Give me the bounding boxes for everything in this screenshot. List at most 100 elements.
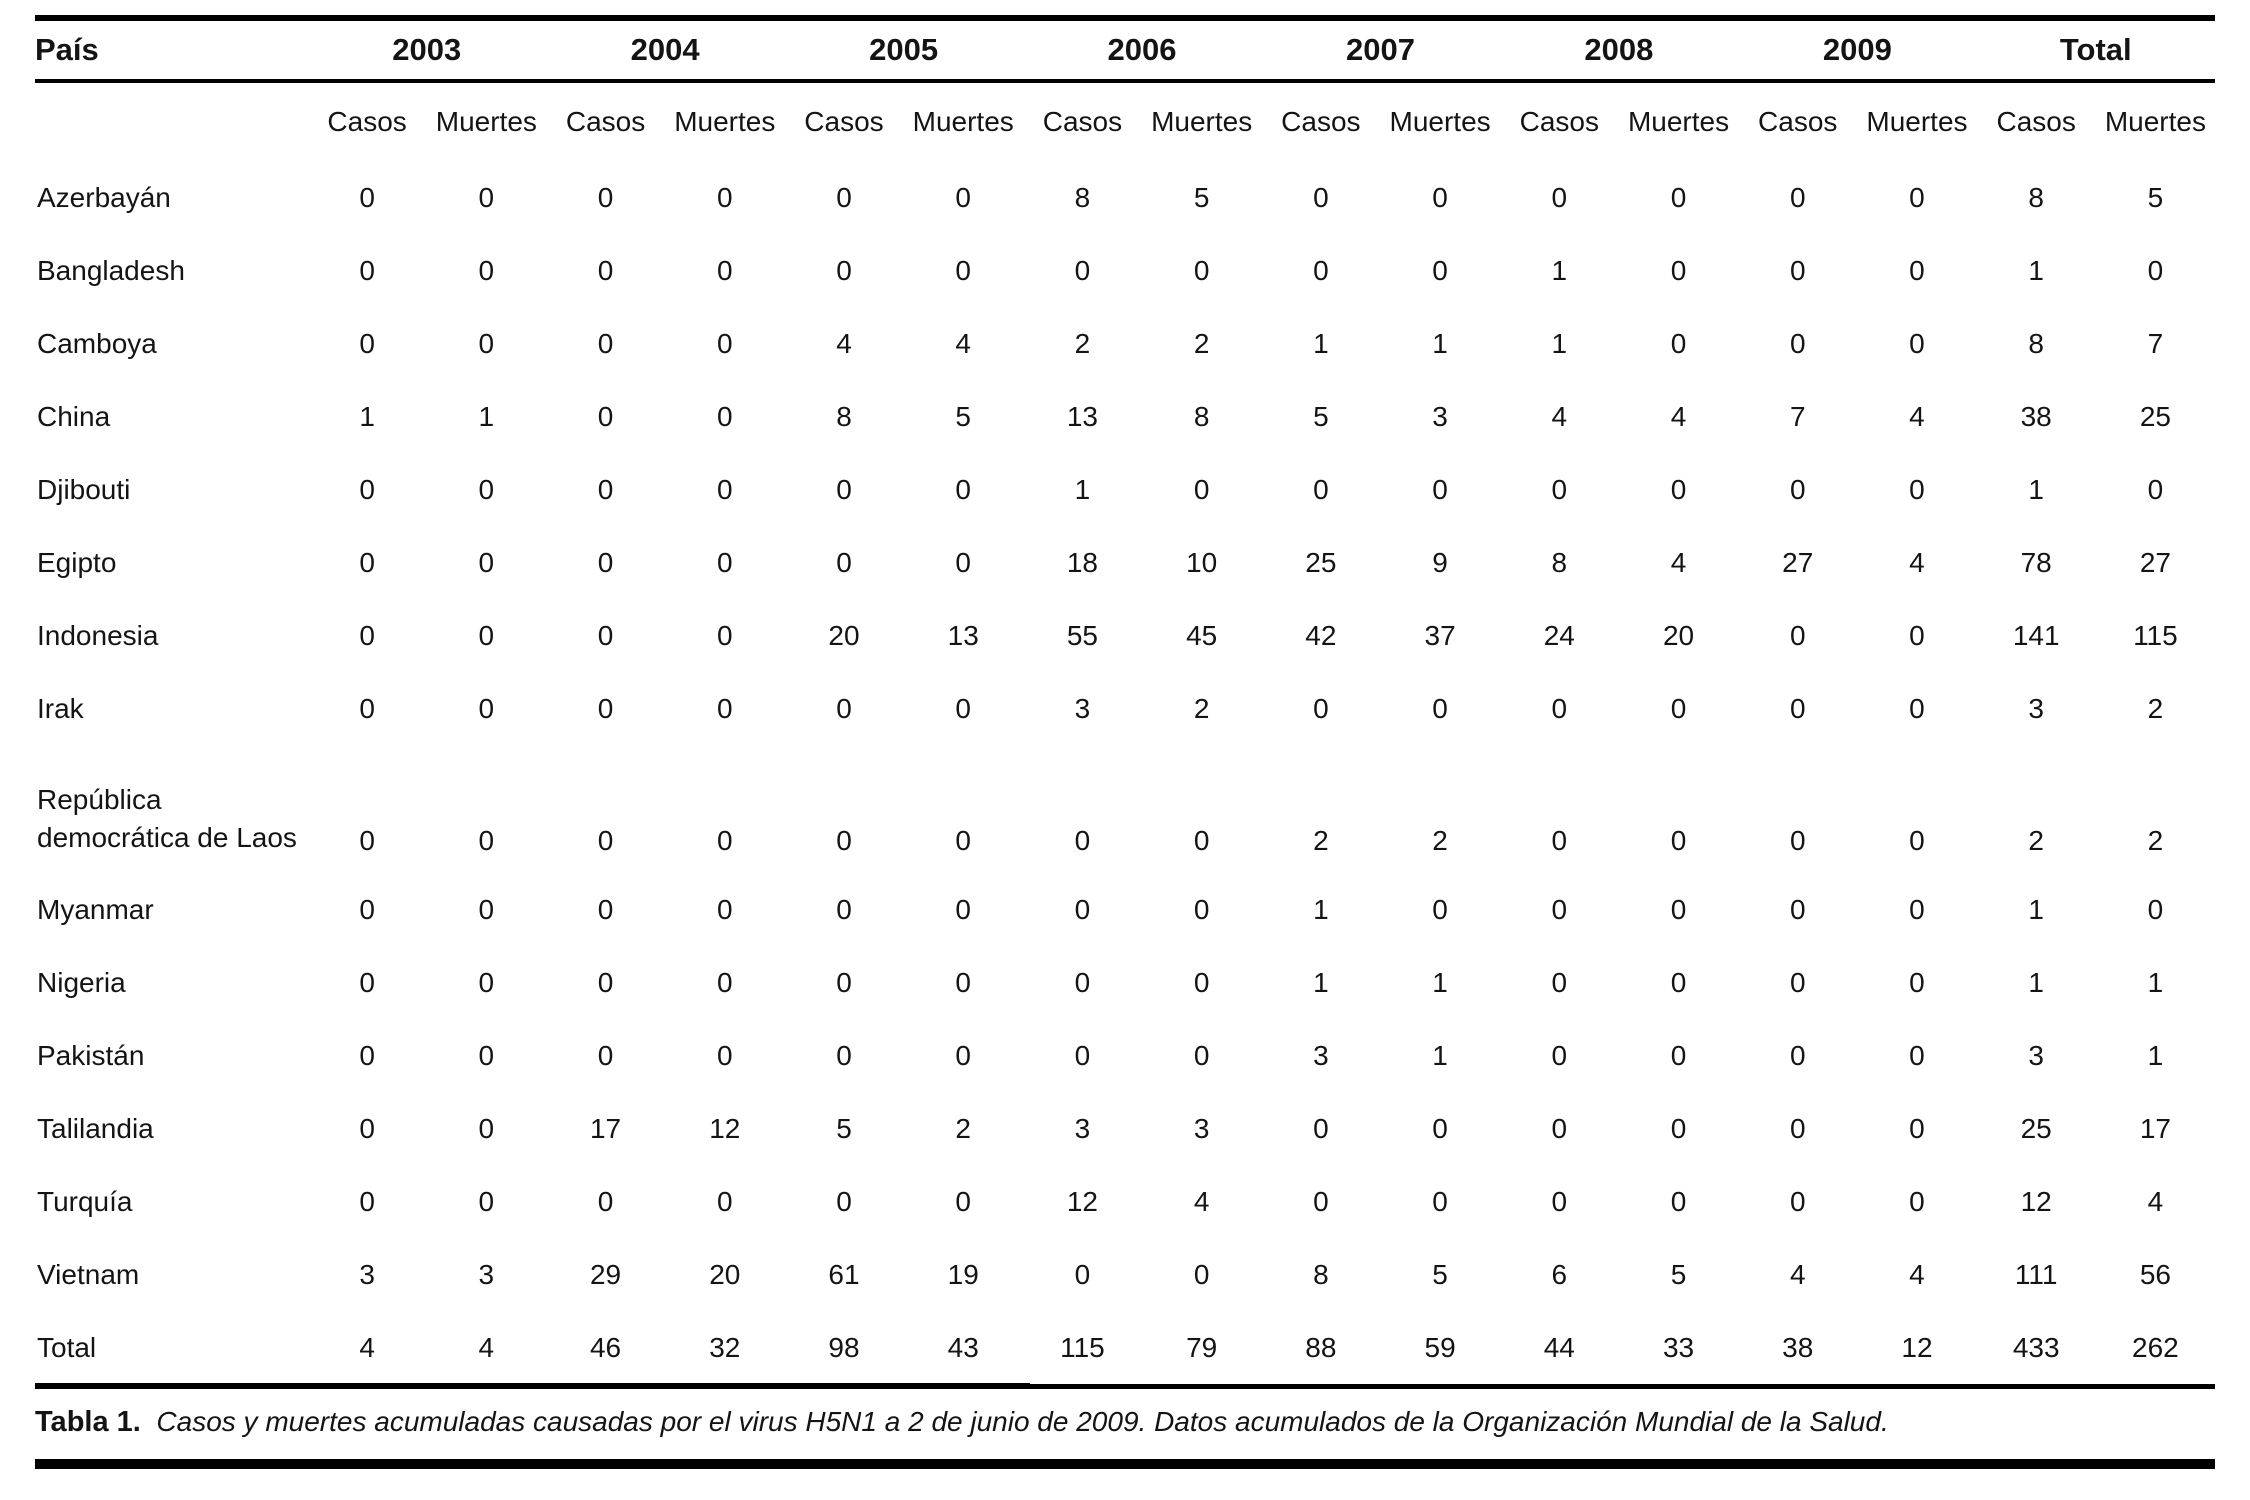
value-cell: 0: [478, 893, 495, 925]
value-cell: 0: [836, 893, 852, 925]
value-cell: 4: [955, 327, 971, 359]
sub-header: Muertes: [435, 106, 537, 137]
value-cell: 1: [2147, 966, 2164, 998]
value-cell: 18: [1066, 546, 1098, 578]
value-cell: 17: [2139, 1112, 2171, 1144]
value-cell: 0: [597, 181, 614, 213]
value-cell: 2: [955, 1112, 971, 1144]
country-cell: Djibouti: [37, 473, 131, 505]
value-cell: 4: [836, 327, 852, 359]
value-cell: 0: [1193, 1258, 1210, 1290]
value-cell: 0: [597, 1185, 614, 1217]
country-cell: República democrática de Laos: [37, 784, 297, 854]
value-cell: 2: [1193, 327, 1210, 359]
value-cell: 0: [1432, 1112, 1448, 1144]
value-cell: 0: [836, 473, 852, 505]
value-cell: 25: [2020, 1112, 2052, 1144]
value-cell: 0: [1789, 327, 1806, 359]
value-cell: 3: [478, 1258, 495, 1290]
value-cell: 0: [1551, 893, 1568, 925]
value-cell: 0: [597, 893, 614, 925]
year-header: 2005: [784, 18, 1023, 83]
value-cell: 3: [2028, 692, 2044, 724]
value-cell: 0: [359, 692, 375, 724]
value-cell: 8: [2028, 327, 2044, 359]
value-cell: 0: [478, 473, 495, 505]
value-cell: 0: [1789, 1039, 1806, 1071]
country-cell: Camboya: [37, 327, 157, 359]
value-cell: 12: [709, 1112, 741, 1144]
sub-header: Casos: [1281, 106, 1361, 137]
value-cell: 0: [1670, 1039, 1687, 1071]
value-cell: 0: [1670, 1185, 1687, 1217]
year-header: 2006: [1022, 18, 1262, 83]
value-cell: 0: [478, 327, 495, 359]
value-cell: 5: [2147, 181, 2164, 213]
value-cell: 0: [1551, 825, 1568, 856]
value-cell: 61: [828, 1258, 860, 1290]
value-cell: 0: [597, 400, 614, 432]
value-cell: 38: [1738, 1311, 1858, 1389]
value-cell: 12: [1857, 1311, 1977, 1389]
value-cell: 98: [784, 1311, 904, 1389]
total-row: Total 4 4 46 32 98 43 115 79 88 59 44 33 38 12 433 262: [35, 1311, 2215, 1389]
value-cell: 0: [1313, 1112, 1329, 1144]
value-cell: 44: [1499, 1311, 1619, 1389]
value-cell: 4: [1193, 1185, 1210, 1217]
year-header: 2003: [307, 18, 546, 83]
value-cell: 1: [2028, 473, 2044, 505]
value-cell: 4: [426, 1311, 546, 1389]
value-cell: 0: [1670, 181, 1687, 213]
value-cell: 1: [2028, 893, 2044, 925]
value-cell: 0: [1909, 254, 1925, 286]
year-header: 2004: [545, 18, 785, 83]
value-cell: 0: [359, 181, 375, 213]
value-cell: 4: [1909, 400, 1925, 432]
value-cell: 0: [478, 254, 495, 286]
table-row: Bangladesh 0 0 0 0 0 0 0 0 0 0 1 0 0 0 1 0: [35, 234, 2215, 307]
value-cell: 0: [1670, 1112, 1687, 1144]
value-cell: 0: [716, 825, 733, 856]
value-cell: 1: [1313, 893, 1329, 925]
value-cell: 0: [836, 692, 852, 724]
value-cell: 8: [1193, 400, 1210, 432]
value-cell: 0: [1193, 966, 1210, 998]
value-cell: 24: [1543, 619, 1575, 651]
table-body: Azerbayán 0 0 0 0 0 0 8 5 0 0 0 0 0 0 8 5 Bangladesh 0 0 0 0 0…: [35, 161, 2215, 1389]
value-cell: 0: [597, 546, 614, 578]
value-cell: 0: [1551, 473, 1568, 505]
value-cell: 0: [1670, 893, 1687, 925]
value-cell: 115: [2133, 619, 2178, 651]
table-head: País 2003 2004 2005 2006 2007 2008 2009 Total C…: [35, 18, 2215, 161]
value-cell: 0: [359, 327, 375, 359]
value-cell: 0: [955, 893, 971, 925]
value-cell: 0: [716, 966, 733, 998]
value-cell: 20: [1662, 619, 1695, 651]
table-row: Azerbayán 0 0 0 0 0 0 8 5 0 0 0 0 0 0 8 5: [35, 161, 2215, 234]
value-cell: 4: [1551, 400, 1568, 432]
value-cell: 12: [2020, 1185, 2052, 1217]
value-cell: 0: [1313, 254, 1329, 286]
value-cell: 20: [709, 1258, 741, 1290]
year-header-row: País 2003 2004 2005 2006 2007 2008 2009 Total: [35, 18, 2215, 83]
value-cell: 0: [1789, 619, 1806, 651]
value-cell: 0: [716, 181, 733, 213]
table-row: Pakistán 0 0 0 0 0 0 0 0 3 1 0 0 0 0 3 1: [35, 1019, 2215, 1092]
value-cell: 46: [545, 1311, 666, 1389]
value-cell: 3: [359, 1258, 375, 1290]
value-cell: 0: [1670, 825, 1687, 856]
value-cell: 0: [1789, 966, 1806, 998]
value-cell: 4: [2147, 1185, 2164, 1217]
value-cell: 0: [597, 966, 614, 998]
value-cell: 55: [1066, 619, 1098, 651]
value-cell: 0: [1551, 1039, 1568, 1071]
value-cell: 0: [716, 473, 733, 505]
value-cell: 1: [1432, 1039, 1448, 1071]
value-cell: 0: [1789, 825, 1806, 856]
value-cell: 4: [1909, 1258, 1925, 1290]
value-cell: 0: [2147, 254, 2164, 286]
value-cell: 3: [1313, 1039, 1329, 1071]
value-cell: 0: [1909, 966, 1925, 998]
value-cell: 59: [1380, 1311, 1500, 1389]
sub-header-row: Casos Muertes Casos Muertes Casos Muertes Caso…: [35, 81, 2215, 161]
